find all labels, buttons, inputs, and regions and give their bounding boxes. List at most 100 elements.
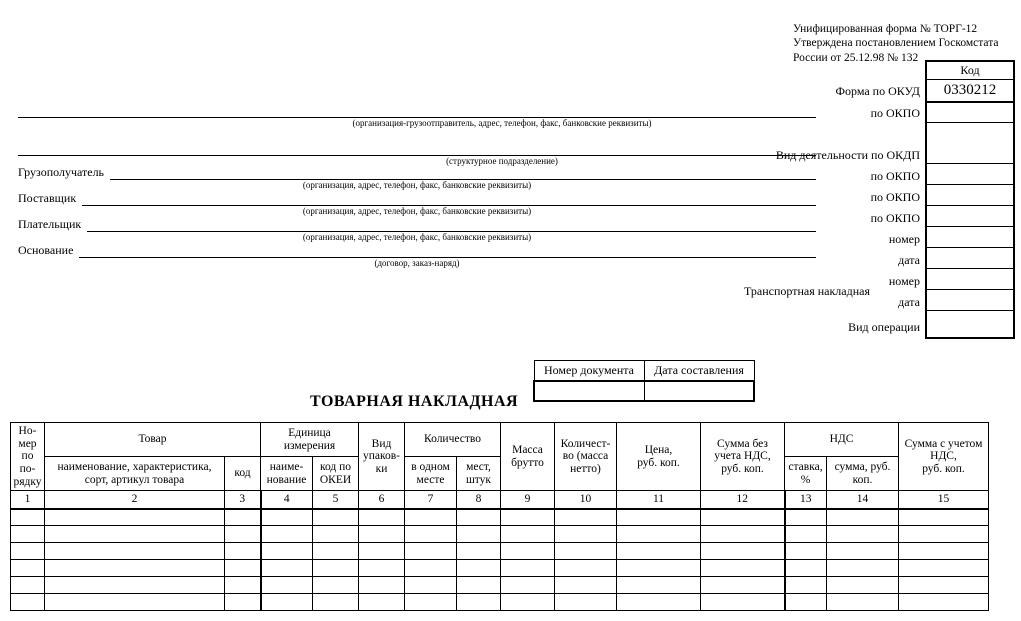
table-cell[interactable] (555, 560, 617, 577)
table-cell[interactable] (45, 577, 225, 594)
table-cell[interactable] (313, 594, 359, 611)
code-cell-data2[interactable] (925, 290, 1015, 311)
code-cell-okpo2[interactable] (925, 164, 1015, 185)
table-cell[interactable] (617, 526, 701, 543)
table-cell[interactable] (899, 560, 989, 577)
table-cell[interactable] (785, 509, 827, 526)
table-cell[interactable] (617, 543, 701, 560)
table-cell[interactable] (45, 526, 225, 543)
table-cell[interactable] (45, 560, 225, 577)
table-cell[interactable] (225, 543, 261, 560)
code-cell-okdp[interactable] (925, 143, 1015, 164)
table-cell[interactable] (827, 543, 899, 560)
table-cell[interactable] (899, 577, 989, 594)
table-cell[interactable] (225, 560, 261, 577)
table-cell[interactable] (701, 526, 785, 543)
table-cell[interactable] (617, 577, 701, 594)
table-cell[interactable] (827, 594, 899, 611)
table-cell[interactable] (701, 509, 785, 526)
table-cell[interactable] (555, 594, 617, 611)
table-cell[interactable] (405, 543, 457, 560)
table-cell[interactable] (501, 577, 555, 594)
table-cell[interactable] (359, 509, 405, 526)
table-cell[interactable] (359, 577, 405, 594)
table-cell[interactable] (11, 526, 45, 543)
table-cell[interactable] (45, 543, 225, 560)
table-cell[interactable] (827, 560, 899, 577)
table-cell[interactable] (457, 594, 501, 611)
table-cell[interactable] (785, 526, 827, 543)
table-cell[interactable] (555, 509, 617, 526)
table-cell[interactable] (899, 509, 989, 526)
nd-num-val[interactable] (534, 381, 644, 401)
table-cell[interactable] (313, 543, 359, 560)
table-cell[interactable] (701, 594, 785, 611)
table-cell[interactable] (225, 577, 261, 594)
code-cell-okpo3[interactable] (925, 185, 1015, 206)
table-cell[interactable] (701, 577, 785, 594)
payer-fill[interactable] (87, 216, 816, 232)
code-cell-okpo4[interactable] (925, 206, 1015, 227)
table-cell[interactable] (555, 577, 617, 594)
basis-fill[interactable] (79, 242, 816, 258)
table-cell[interactable] (313, 509, 359, 526)
table-cell[interactable] (555, 526, 617, 543)
table-cell[interactable] (701, 560, 785, 577)
table-cell[interactable] (261, 577, 313, 594)
table-cell[interactable] (313, 526, 359, 543)
table-cell[interactable] (457, 543, 501, 560)
table-cell[interactable] (11, 560, 45, 577)
table-cell[interactable] (827, 509, 899, 526)
code-cell-nomer1[interactable] (925, 227, 1015, 248)
table-cell[interactable] (785, 543, 827, 560)
table-cell[interactable] (617, 594, 701, 611)
table-cell[interactable] (501, 509, 555, 526)
table-cell[interactable] (899, 543, 989, 560)
table-cell[interactable] (11, 577, 45, 594)
table-cell[interactable] (785, 594, 827, 611)
table-cell[interactable] (785, 560, 827, 577)
table-cell[interactable] (501, 594, 555, 611)
table-cell[interactable] (313, 577, 359, 594)
table-cell[interactable] (457, 560, 501, 577)
sender-fill[interactable] (18, 102, 816, 118)
table-cell[interactable] (261, 543, 313, 560)
table-cell[interactable] (225, 594, 261, 611)
table-cell[interactable] (785, 577, 827, 594)
table-cell[interactable] (405, 560, 457, 577)
table-cell[interactable] (405, 594, 457, 611)
table-cell[interactable] (261, 509, 313, 526)
table-cell[interactable] (701, 543, 785, 560)
table-cell[interactable] (11, 543, 45, 560)
table-cell[interactable] (359, 526, 405, 543)
table-cell[interactable] (457, 526, 501, 543)
code-cell-data1[interactable] (925, 248, 1015, 269)
table-cell[interactable] (225, 509, 261, 526)
table-cell[interactable] (457, 509, 501, 526)
table-cell[interactable] (501, 543, 555, 560)
table-cell[interactable] (555, 543, 617, 560)
table-cell[interactable] (261, 526, 313, 543)
code-cell-vidop[interactable] (925, 311, 1015, 339)
division-fill[interactable] (18, 140, 816, 156)
table-cell[interactable] (827, 526, 899, 543)
table-cell[interactable] (359, 543, 405, 560)
code-cell-okpo1[interactable] (925, 102, 1015, 123)
table-cell[interactable] (501, 526, 555, 543)
nd-date-val[interactable] (644, 381, 754, 401)
table-cell[interactable] (405, 526, 457, 543)
table-cell[interactable] (359, 594, 405, 611)
table-cell[interactable] (457, 577, 501, 594)
table-cell[interactable] (359, 560, 405, 577)
table-cell[interactable] (899, 526, 989, 543)
table-cell[interactable] (261, 594, 313, 611)
table-cell[interactable] (225, 526, 261, 543)
table-cell[interactable] (11, 509, 45, 526)
table-cell[interactable] (899, 594, 989, 611)
table-cell[interactable] (617, 560, 701, 577)
table-cell[interactable] (501, 560, 555, 577)
supplier-fill[interactable] (82, 190, 816, 206)
table-cell[interactable] (11, 594, 45, 611)
table-cell[interactable] (405, 509, 457, 526)
table-cell[interactable] (45, 509, 225, 526)
